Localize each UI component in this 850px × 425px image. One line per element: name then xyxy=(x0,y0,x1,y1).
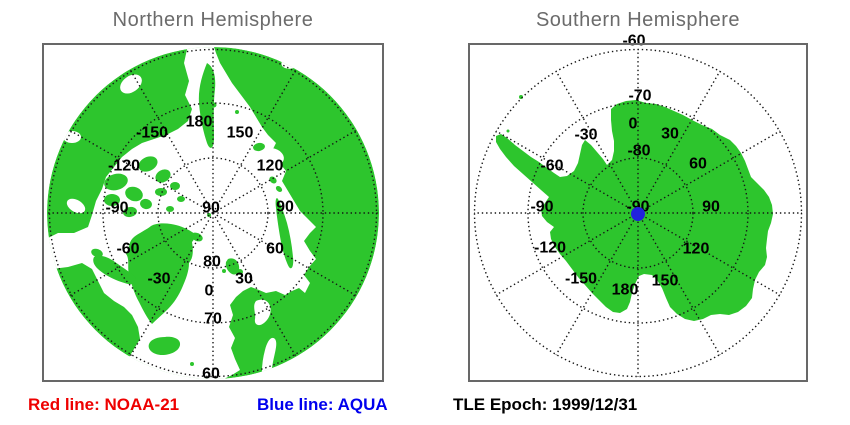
grid-label: -30 xyxy=(574,127,597,144)
arctic-ocean xyxy=(47,47,316,379)
grid-label: -60 xyxy=(116,241,139,258)
aqua-satellite-marker xyxy=(631,207,645,221)
map-title-northern: Northern Hemisphere xyxy=(112,9,314,31)
greenland xyxy=(126,223,195,324)
map-frame-southern xyxy=(468,43,808,382)
grid-label: 70 xyxy=(204,311,222,328)
kamchatka xyxy=(198,63,216,148)
grid-label: 180 xyxy=(612,282,639,299)
grid-label: 90 xyxy=(202,200,220,217)
graticule-southern xyxy=(473,48,803,378)
map-frame-northern xyxy=(42,43,384,382)
grid-label: 60 xyxy=(266,241,284,258)
grid-label: -90 xyxy=(530,199,553,216)
svalbard xyxy=(225,258,240,275)
grid-label: -120 xyxy=(534,240,566,257)
grid-label: -30 xyxy=(147,271,170,288)
grid-label: 150 xyxy=(227,125,254,142)
grid-labels-southern: -60-70-80-900306090120150180-150-120-90-… xyxy=(530,33,720,299)
grid-label: 80 xyxy=(203,254,221,271)
grid-label: -90 xyxy=(105,200,128,217)
grid-label: 150 xyxy=(652,273,679,290)
legend-red-line: Red line: NOAA-21 xyxy=(28,395,180,414)
iceland xyxy=(148,336,181,355)
grid-label: -150 xyxy=(136,125,168,142)
map-title-southern: Southern Hemisphere xyxy=(535,9,741,31)
grid-label: -70 xyxy=(628,88,651,105)
grid-label: -150 xyxy=(565,271,597,288)
grid-label: 90 xyxy=(276,199,294,216)
grid-label: 60 xyxy=(202,366,220,383)
grid-label: 180 xyxy=(186,114,213,131)
southern-hemisphere-map: -60-70-80-900306090120150180-150-120-90-… xyxy=(468,33,808,382)
grid-label: -60 xyxy=(622,33,645,50)
grid-label: -60 xyxy=(540,158,563,175)
islands xyxy=(91,63,294,366)
tle-epoch: TLE Epoch: 1999/12/31 xyxy=(453,395,638,414)
legend-blue-line: Blue line: AQUA xyxy=(257,395,388,414)
graticule-northern xyxy=(47,47,379,379)
grid-label: -80 xyxy=(627,143,650,160)
grid-label: 120 xyxy=(257,158,284,175)
baffin-island xyxy=(93,255,137,285)
grid-label: -120 xyxy=(108,158,140,175)
grid-label: 30 xyxy=(235,271,253,288)
grid-label: 0 xyxy=(205,283,214,300)
novaya-zemlya xyxy=(275,198,294,269)
grid-label: 0 xyxy=(629,116,638,133)
grid-label: 30 xyxy=(661,126,679,143)
sub-antarctic-islands xyxy=(506,95,523,147)
grid-label: 120 xyxy=(683,241,710,258)
grid-label: 90 xyxy=(702,199,720,216)
grid-label: 60 xyxy=(689,156,707,173)
